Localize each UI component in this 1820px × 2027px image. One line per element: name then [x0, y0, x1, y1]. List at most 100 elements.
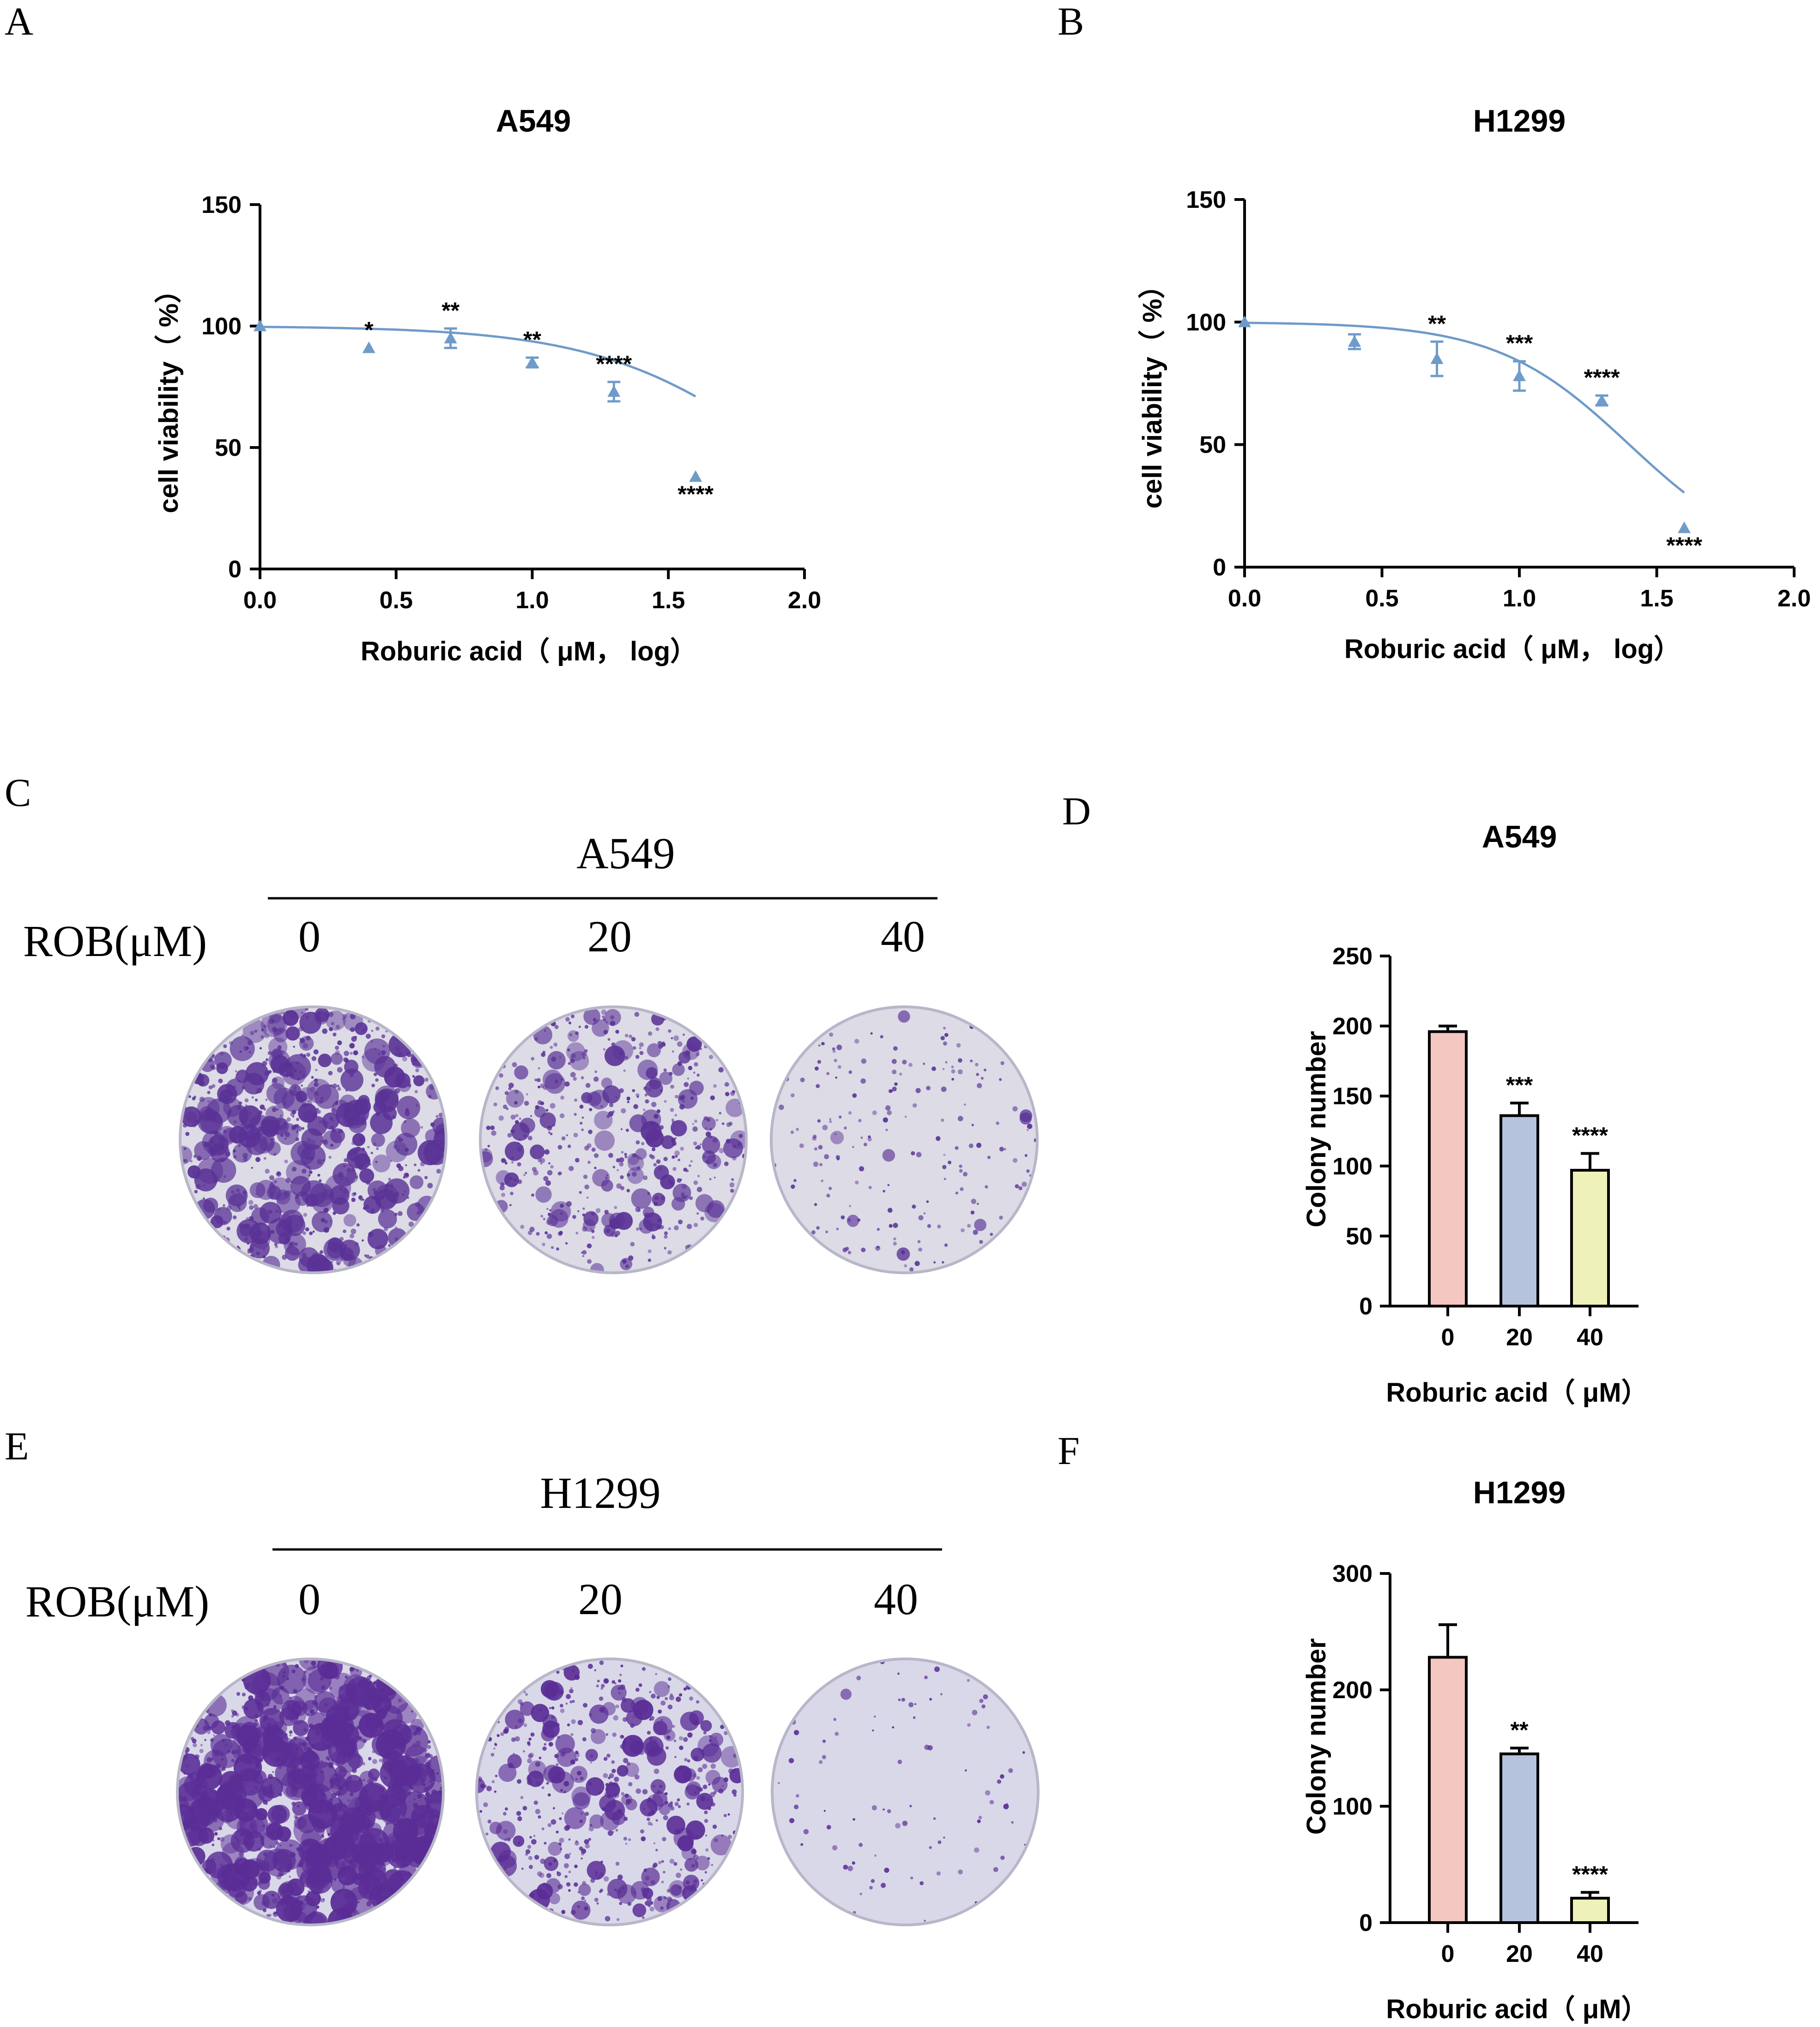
colony [309, 1170, 313, 1174]
colony [256, 1701, 261, 1706]
colony [1022, 1751, 1025, 1754]
colony [892, 1069, 897, 1075]
colony [916, 1152, 922, 1157]
colony [493, 1747, 496, 1750]
colony [663, 1815, 668, 1821]
colony [381, 1867, 386, 1872]
colony [290, 1744, 293, 1748]
colony [317, 1896, 321, 1900]
colony [679, 1693, 683, 1697]
colony [582, 1213, 586, 1216]
colony [337, 1040, 342, 1046]
y-tick-label: 200 [1332, 1013, 1373, 1040]
colony [517, 1779, 522, 1784]
colony [527, 1758, 532, 1763]
colony [582, 1737, 587, 1742]
colony [983, 1694, 988, 1700]
colony [364, 1038, 390, 1065]
colony [332, 1083, 338, 1089]
colony [514, 1736, 520, 1742]
colony [578, 1026, 581, 1028]
colony [581, 1896, 585, 1900]
colony [368, 1232, 374, 1237]
colony [696, 1212, 699, 1215]
colony [296, 1126, 302, 1131]
colony [350, 1014, 356, 1020]
colony [540, 1162, 543, 1165]
data-point [254, 320, 266, 332]
colony [536, 1883, 553, 1900]
colony [859, 1893, 863, 1895]
colony [909, 1267, 914, 1272]
culture-dish-0 [180, 1007, 446, 1273]
colony [366, 1159, 370, 1163]
colony [653, 1768, 659, 1774]
colony [250, 1031, 254, 1035]
bar-20 [1500, 1752, 1539, 1924]
colony [999, 1147, 1004, 1152]
colony [274, 1243, 278, 1246]
colony [669, 1695, 674, 1700]
colony [571, 1669, 575, 1673]
colony [588, 1782, 592, 1786]
colony [985, 1185, 988, 1189]
colony [650, 1823, 653, 1826]
colony [546, 1782, 549, 1785]
colony [349, 1859, 353, 1864]
colony [543, 1765, 562, 1783]
colony [238, 1144, 241, 1147]
colony [399, 1833, 402, 1836]
colony [826, 1193, 830, 1198]
colony [583, 1057, 586, 1059]
colony [658, 1861, 662, 1864]
colony [615, 1029, 619, 1034]
colony [594, 1070, 598, 1073]
dish-background [772, 1659, 1038, 1925]
colony [971, 1198, 976, 1204]
colony [311, 1076, 314, 1079]
colony [294, 1688, 317, 1711]
colony [818, 1145, 823, 1150]
colony [911, 1151, 915, 1156]
colony [224, 1743, 228, 1747]
colony [546, 1234, 552, 1239]
colony [647, 1259, 651, 1262]
colony [510, 1129, 515, 1134]
colony [490, 1125, 495, 1130]
colony [567, 1048, 570, 1052]
colony [343, 1229, 346, 1233]
colony [287, 1769, 308, 1790]
colony [611, 1042, 616, 1047]
colony [702, 1764, 707, 1769]
colony [330, 1220, 332, 1222]
colony [847, 1215, 859, 1227]
colony [361, 1857, 365, 1861]
colony [261, 1776, 283, 1798]
colony [569, 1688, 574, 1694]
colony [581, 1051, 587, 1057]
colony [539, 1708, 543, 1712]
colony [266, 1803, 268, 1805]
colony [828, 1186, 832, 1190]
colony [642, 1916, 645, 1919]
colony [564, 1081, 570, 1087]
colony [822, 1755, 826, 1760]
colony [790, 1130, 794, 1134]
colony [645, 1079, 663, 1098]
colony [818, 1044, 821, 1047]
colony [483, 1802, 488, 1807]
colony [844, 1126, 847, 1130]
colony [317, 1159, 322, 1165]
colony [607, 1038, 611, 1041]
colony [674, 1113, 677, 1117]
colony [956, 1043, 961, 1048]
colony [730, 1189, 734, 1193]
colony [668, 1029, 671, 1033]
dish-background [771, 1007, 1037, 1273]
colony [691, 1849, 697, 1855]
colony [727, 1813, 730, 1816]
colony [664, 1792, 668, 1796]
colony [940, 1693, 943, 1695]
colony [540, 1680, 559, 1698]
colony [553, 1042, 558, 1047]
